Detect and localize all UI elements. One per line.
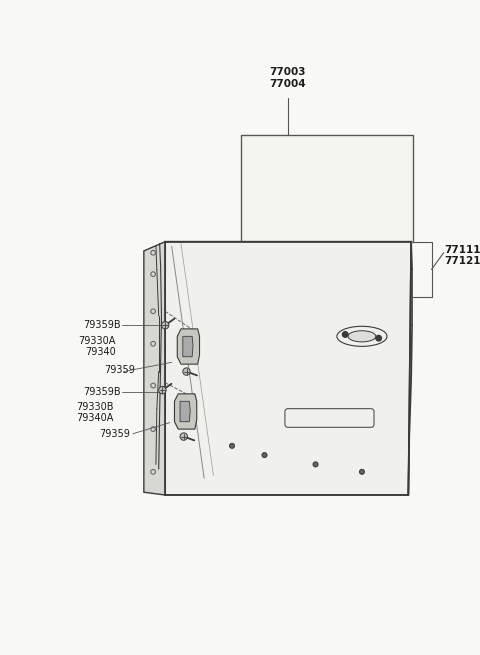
Polygon shape: [177, 329, 200, 364]
Circle shape: [360, 470, 364, 474]
Circle shape: [376, 335, 382, 341]
Polygon shape: [183, 336, 193, 357]
Text: 79359: 79359: [104, 365, 134, 375]
Circle shape: [262, 453, 267, 457]
Circle shape: [161, 322, 169, 329]
Circle shape: [342, 331, 348, 337]
Ellipse shape: [348, 331, 376, 342]
Circle shape: [159, 386, 166, 394]
Polygon shape: [144, 242, 165, 495]
Circle shape: [183, 368, 190, 375]
Text: 79359: 79359: [99, 429, 130, 439]
Text: 77111
77121: 77111 77121: [444, 245, 480, 267]
Polygon shape: [180, 402, 190, 422]
Text: 79330B
79340A: 79330B 79340A: [76, 402, 113, 423]
Circle shape: [230, 443, 234, 448]
FancyBboxPatch shape: [285, 409, 374, 427]
Polygon shape: [174, 394, 197, 429]
Polygon shape: [165, 242, 411, 495]
Circle shape: [313, 462, 318, 467]
Ellipse shape: [337, 326, 387, 346]
Text: 79359B: 79359B: [83, 320, 120, 330]
Text: 77003
77004: 77003 77004: [269, 67, 306, 88]
Circle shape: [180, 433, 188, 440]
Polygon shape: [241, 135, 413, 242]
Text: 79359B: 79359B: [83, 387, 120, 397]
Text: 79330A
79340: 79330A 79340: [79, 336, 116, 358]
